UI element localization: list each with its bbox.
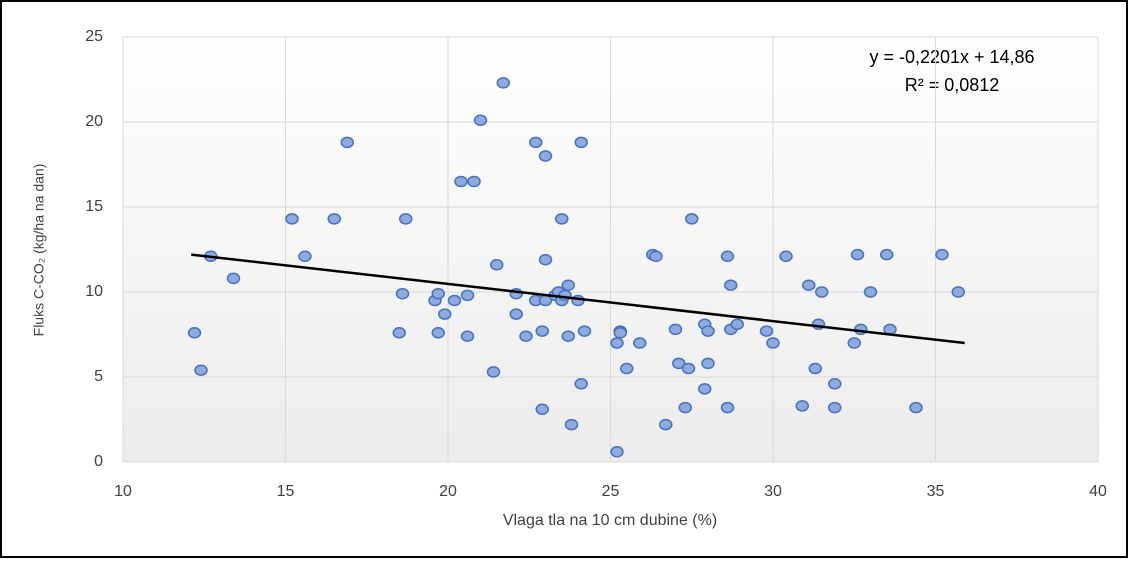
x-tick-label: 20 [439, 483, 457, 500]
point [620, 362, 634, 375]
point [486, 366, 501, 378]
point [847, 337, 861, 349]
point [535, 325, 549, 337]
point [610, 337, 624, 349]
point [685, 213, 699, 225]
x-tick-label: 30 [764, 483, 782, 500]
y-tick-label: 15 [85, 198, 103, 215]
x-tick-label: 35 [927, 483, 945, 500]
point [698, 383, 712, 395]
point [490, 259, 504, 271]
point [720, 401, 735, 414]
point [935, 248, 949, 261]
point [298, 250, 312, 263]
y-tick-label: 25 [85, 28, 103, 45]
point [535, 403, 549, 416]
point [555, 213, 569, 225]
point [529, 136, 543, 149]
point [460, 289, 475, 302]
point [340, 136, 354, 149]
y-tick-label: 5 [94, 368, 103, 385]
x-tick-label: 25 [602, 483, 620, 500]
point [730, 318, 744, 331]
point [701, 325, 715, 337]
point [951, 286, 965, 298]
point [909, 401, 923, 414]
point [447, 294, 462, 307]
point [538, 150, 553, 162]
trendline [191, 253, 965, 345]
point [828, 378, 842, 390]
point [766, 337, 780, 349]
point [574, 136, 588, 149]
x-tick-label: 10 [114, 483, 132, 500]
point [672, 357, 686, 370]
y-tick-label: 10 [85, 283, 103, 300]
point [538, 253, 553, 266]
point [828, 401, 842, 414]
point [633, 337, 647, 349]
point [399, 213, 413, 225]
point [519, 330, 533, 342]
point [467, 175, 481, 188]
point [808, 362, 822, 375]
point [863, 286, 878, 298]
point [850, 248, 865, 261]
point [564, 418, 579, 431]
point [795, 400, 809, 412]
point [759, 325, 774, 337]
point [509, 308, 523, 320]
x-tick-label: 15 [277, 483, 295, 500]
point [561, 330, 575, 342]
point [431, 287, 445, 300]
point [649, 250, 663, 263]
point [438, 308, 452, 320]
point [880, 248, 894, 261]
x-axis-label: Vlaga tla na 10 cm dubine (%) [503, 512, 717, 529]
point [226, 272, 241, 285]
point [659, 418, 673, 431]
point [496, 77, 510, 89]
point [574, 378, 588, 390]
point [613, 327, 627, 339]
point [668, 323, 683, 336]
point [460, 330, 475, 342]
point [473, 114, 488, 127]
point [724, 279, 738, 291]
point [802, 279, 816, 291]
point [815, 286, 829, 298]
y-axis-label: Fluks C-CO₂ (kg/ha na dan) [31, 164, 47, 337]
point [454, 175, 468, 188]
point [431, 327, 445, 339]
y-tick-label: 0 [94, 453, 103, 470]
point [720, 250, 735, 263]
equation: y = -0,2201x + 14,86 [869, 47, 1034, 67]
point [701, 357, 715, 370]
point [187, 327, 202, 339]
point [561, 279, 575, 291]
point [681, 362, 696, 375]
point [395, 287, 410, 300]
point [327, 213, 341, 225]
r-squared: R² = 0,0812 [905, 75, 1000, 95]
point [194, 364, 208, 376]
point [779, 250, 793, 263]
y-tick-label: 20 [85, 113, 103, 130]
x-tick-label: 40 [1089, 483, 1107, 500]
point [285, 213, 299, 225]
point [577, 325, 592, 337]
point [392, 327, 406, 339]
point [678, 401, 692, 414]
point [610, 446, 624, 458]
